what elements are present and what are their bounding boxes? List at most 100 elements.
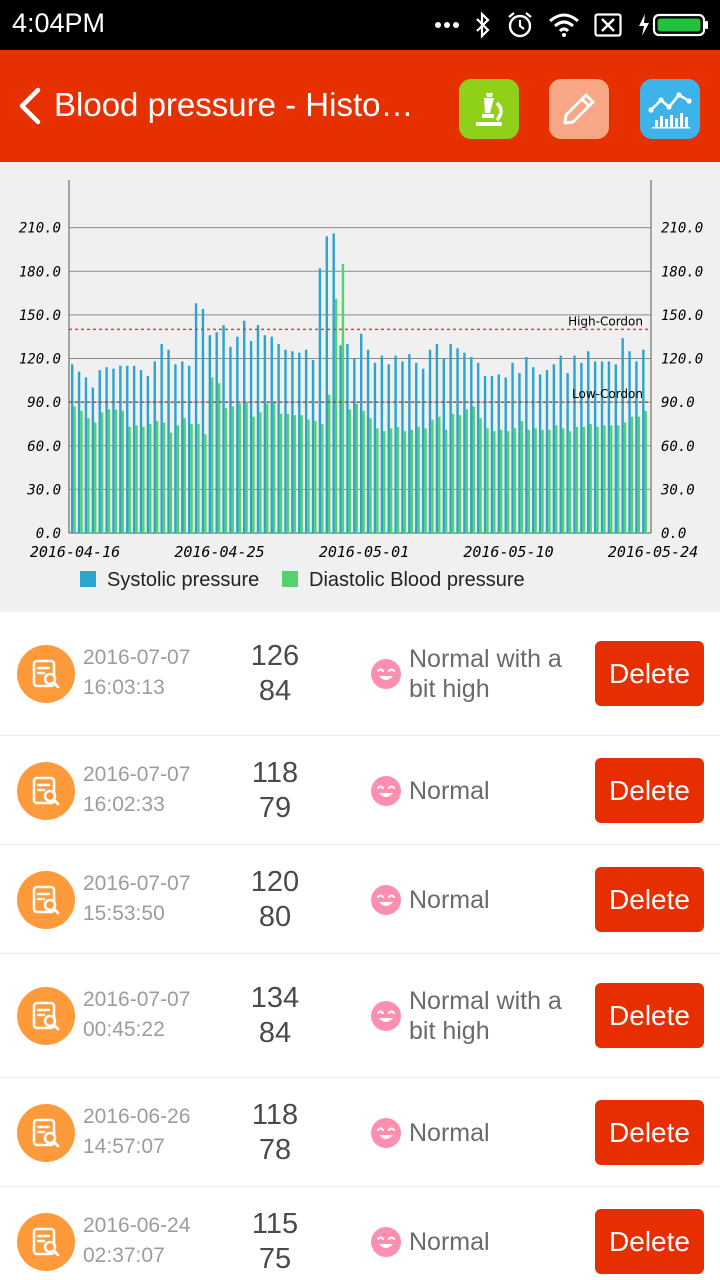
- systolic-bar: [538, 374, 542, 533]
- record-row[interactable]: 2016-07-07 16:02:33 118 79 Normal Delete: [0, 736, 720, 845]
- record-row[interactable]: 2016-06-24 02:37:07 115 75 Normal Delete: [0, 1187, 720, 1280]
- diastolic-bar: [575, 426, 579, 533]
- diastolic-bar: [534, 428, 537, 533]
- record-status: Normal: [409, 1228, 490, 1256]
- diastolic-bar: [286, 413, 290, 533]
- record-search-icon[interactable]: [17, 871, 75, 929]
- diastolic-bar: [121, 410, 124, 533]
- record-values: 118 78: [228, 1098, 322, 1168]
- x-tick-label: 2016-05-01: [319, 543, 409, 561]
- record-date: 2016-07-07: [83, 988, 191, 1011]
- diastolic-bar: [644, 410, 647, 533]
- systolic-bar: [229, 346, 232, 533]
- delete-button[interactable]: Delete: [595, 641, 704, 706]
- diastolic-bar: [486, 428, 489, 533]
- diastolic-bar: [114, 409, 118, 533]
- diastolic-bar: [555, 425, 558, 533]
- diastolic-bar: [389, 428, 393, 533]
- systolic-bar: [545, 370, 549, 533]
- record-row[interactable]: 2016-07-07 16:03:13 126 84 Normal with a…: [0, 612, 720, 736]
- record-search-icon[interactable]: [17, 987, 75, 1045]
- diastolic-bar: [458, 415, 462, 533]
- diastolic-bar: [355, 403, 358, 533]
- systolic-bar: [277, 343, 280, 533]
- diastolic-bar: [73, 406, 76, 533]
- record-status: Normal with a bit high: [409, 645, 562, 703]
- bp-chart-svg: 0.0 0.0 30.0 30.0 60.0 60.0 90.0 90.0 120.0 120.0…: [19, 180, 703, 591]
- systolic-bar: [304, 349, 308, 533]
- diastolic-bar: [135, 425, 138, 533]
- systolic-bar: [167, 349, 170, 533]
- diastolic-bar: [465, 409, 469, 533]
- record-status: Normal: [409, 886, 490, 914]
- back-arrow-icon[interactable]: [14, 86, 48, 126]
- diastolic-bar: [183, 418, 186, 533]
- edit-button[interactable]: [549, 79, 609, 139]
- record-search-icon[interactable]: [17, 1213, 75, 1271]
- delete-button[interactable]: Delete: [595, 867, 704, 932]
- chart-view-button[interactable]: [640, 79, 700, 139]
- systolic-bar: [580, 362, 583, 533]
- record-row[interactable]: 2016-07-07 00:45:22 134 84 Normal with a…: [0, 954, 720, 1078]
- diastolic-bar: [438, 416, 441, 533]
- systolic-bar: [449, 343, 452, 533]
- x-tick-label: 2016-05-10: [463, 543, 553, 561]
- diastolic-bar: [561, 428, 565, 533]
- systolic-bar: [490, 375, 494, 533]
- diastolic-bar: [224, 407, 228, 533]
- systolic-bar: [174, 364, 177, 533]
- wifi-icon: [549, 13, 579, 37]
- systolic-bar: [532, 367, 535, 533]
- delete-button[interactable]: Delete: [595, 1209, 704, 1274]
- y-tick-label-right: 90.0: [661, 395, 695, 411]
- microscope-button[interactable]: [459, 79, 519, 139]
- diastolic-bar: [383, 431, 386, 533]
- diastolic-bar: [451, 413, 455, 533]
- y-tick-label-right: 60.0: [661, 439, 695, 455]
- diastolic-bar: [149, 423, 152, 533]
- microscope-icon: [476, 93, 503, 126]
- systolic-value: 118: [251, 1099, 299, 1131]
- systolic-bar: [98, 370, 101, 533]
- systolic-bar: [146, 375, 150, 533]
- systolic-bar: [77, 371, 81, 533]
- record-values: 120 80: [228, 865, 322, 935]
- record-row[interactable]: 2016-06-26 14:57:07 118 78 Normal Delete: [0, 1078, 720, 1187]
- diastolic-bar: [341, 263, 345, 533]
- record-search-icon[interactable]: [17, 762, 75, 820]
- diastolic-value: 75: [258, 1243, 292, 1275]
- systolic-bar: [139, 370, 143, 533]
- bluetooth-icon: [476, 11, 490, 39]
- diastolic-bar: [493, 431, 496, 533]
- delete-button[interactable]: Delete: [595, 1100, 704, 1165]
- record-row[interactable]: 2016-07-07 15:53:50 120 80 Normal Delete: [0, 845, 720, 954]
- record-search-icon[interactable]: [17, 645, 75, 703]
- diastolic-bar: [142, 426, 145, 533]
- record-datetime: 2016-07-07 16:03:13: [83, 643, 190, 703]
- systolic-bar: [360, 333, 363, 533]
- systolic-bar: [126, 365, 129, 533]
- systolic-bar: [243, 320, 246, 533]
- diastolic-bar: [217, 383, 221, 533]
- y-tick-label-left: 120.0: [19, 352, 61, 368]
- diastolic-bar: [190, 423, 193, 533]
- smiley-icon: [371, 885, 401, 915]
- systolic-bar: [153, 361, 156, 533]
- systolic-bar: [112, 368, 115, 533]
- y-tick-label-right: 210.0: [661, 221, 703, 237]
- record-search-icon[interactable]: [17, 1104, 75, 1162]
- systolic-bar: [380, 355, 384, 533]
- diastolic-bar: [431, 419, 434, 533]
- record-values: 126 84: [228, 639, 322, 709]
- systolic-bar: [600, 361, 604, 533]
- legend-swatch-diastolic: [282, 571, 298, 587]
- app-bar: Blood pressure - Histo…: [0, 50, 720, 162]
- delete-button[interactable]: Delete: [595, 983, 704, 1048]
- delete-button[interactable]: Delete: [595, 758, 704, 823]
- record-datetime: 2016-06-24 02:37:07: [83, 1211, 190, 1271]
- more-dots-icon: [435, 22, 459, 28]
- systolic-value: 120: [250, 866, 300, 898]
- status-icons: [434, 8, 710, 42]
- diastolic-bar: [630, 416, 634, 533]
- diastolic-bar: [245, 402, 248, 533]
